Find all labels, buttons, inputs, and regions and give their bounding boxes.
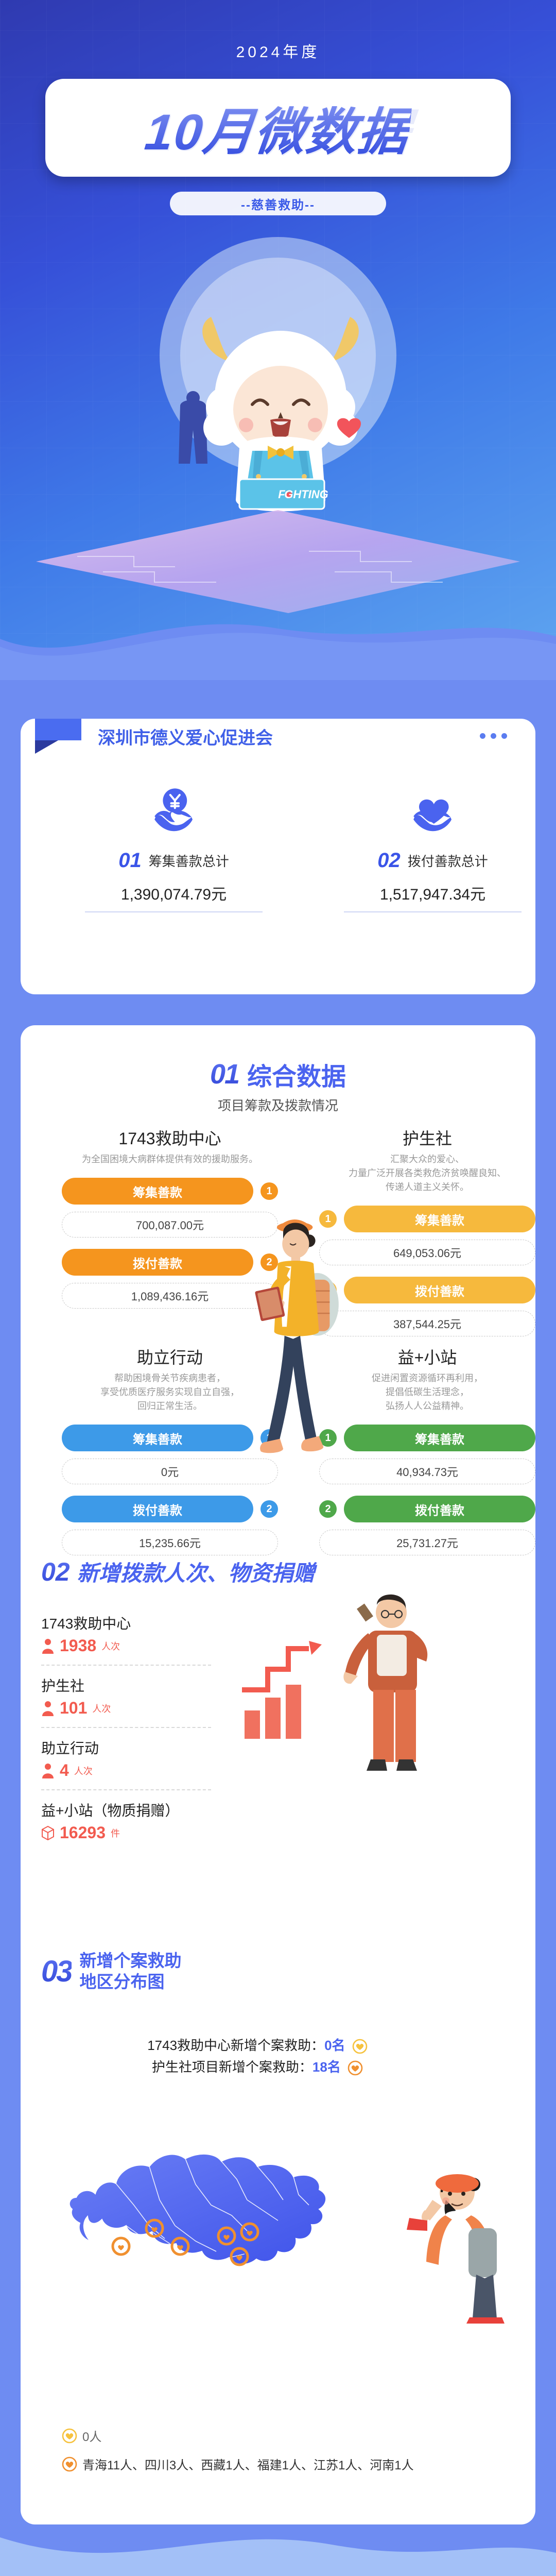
svg-text:GHTING: GHTING — [284, 488, 328, 501]
